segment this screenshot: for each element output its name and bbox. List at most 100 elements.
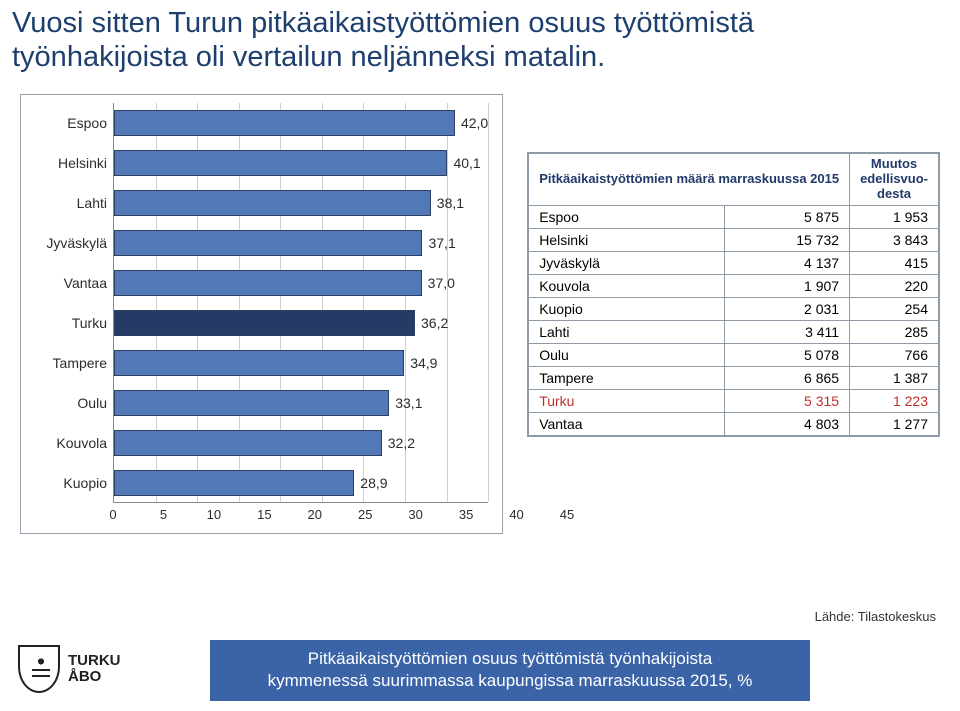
cell-delta: 415 bbox=[850, 252, 939, 275]
footer: Lähde: Tilastokeskus TURKU ÅBO Pitkäaika… bbox=[0, 601, 960, 711]
content-row: EspooHelsinkiLahtiJyväskyläVantaaTurkuTa… bbox=[0, 84, 960, 534]
turku-crest-icon bbox=[18, 645, 60, 693]
chart-plot-area: 42,0 40,1 38,1 37,1 37,0 36,2 34,933,132,2 28,9 bbox=[113, 103, 488, 503]
cell-city: Espoo bbox=[529, 206, 725, 229]
bar bbox=[114, 110, 455, 136]
chart-y-label: Kouvola bbox=[35, 423, 107, 463]
cell-count: 4 803 bbox=[724, 413, 849, 436]
bar bbox=[114, 390, 389, 416]
x-tick-label: 25 bbox=[358, 507, 372, 522]
bar-row: 33,1 bbox=[114, 383, 488, 423]
cell-city: Helsinki bbox=[529, 229, 725, 252]
bar-value-label: 38,1 bbox=[437, 195, 464, 211]
x-tick-label: 0 bbox=[109, 507, 116, 522]
bar-row: 37,1 bbox=[114, 223, 488, 263]
x-tick-label: 40 bbox=[509, 507, 523, 522]
banner-line-2: kymmenessä suurimmassa kaupungissa marra… bbox=[268, 671, 753, 690]
bar bbox=[114, 310, 415, 336]
cell-count: 6 865 bbox=[724, 367, 849, 390]
cell-count: 1 907 bbox=[724, 275, 849, 298]
bar-value-label: 28,9 bbox=[360, 475, 387, 491]
turku-logo: TURKU ÅBO bbox=[18, 645, 121, 693]
bar bbox=[114, 230, 422, 256]
x-tick-label: 30 bbox=[408, 507, 422, 522]
table-header-count: Pitkäaikaistyöttömien määrä marraskuussa… bbox=[529, 154, 850, 206]
table-header-delta-l2: edellisvuo- bbox=[860, 171, 928, 186]
table-row: Kuopio2 031254 bbox=[529, 298, 939, 321]
cell-delta: 766 bbox=[850, 344, 939, 367]
title-line-2: työnhakijoista oli vertailun neljänneksi… bbox=[12, 40, 948, 74]
bar bbox=[114, 150, 447, 176]
chart-y-label: Helsinki bbox=[35, 143, 107, 183]
chart-x-axis: 051015202530354045 bbox=[35, 503, 488, 525]
cell-count: 4 137 bbox=[724, 252, 849, 275]
x-tick-label: 5 bbox=[160, 507, 167, 522]
bar-value-label: 42,0 bbox=[461, 115, 488, 131]
source-label: Lähde: Tilastokeskus bbox=[815, 609, 936, 624]
data-table: Pitkäaikaistyöttömien määrä marraskuussa… bbox=[528, 153, 939, 436]
bar-row: 32,2 bbox=[114, 423, 488, 463]
bar-row: 37,0 bbox=[114, 263, 488, 303]
cell-city: Jyväskylä bbox=[529, 252, 725, 275]
chart-y-label: Tampere bbox=[35, 343, 107, 383]
table-header-delta-l1: Muutos bbox=[871, 156, 917, 171]
table-body: Espoo5 8751 953Helsinki15 7323 843Jyväsk… bbox=[529, 206, 939, 436]
cell-city: Turku bbox=[529, 390, 725, 413]
cell-city: Kouvola bbox=[529, 275, 725, 298]
title-line-1: Vuosi sitten Turun pitkäaikaistyöttömien… bbox=[12, 6, 948, 40]
bar-row: 34,9 bbox=[114, 343, 488, 383]
chart-y-label: Oulu bbox=[35, 383, 107, 423]
cell-count: 5 315 bbox=[724, 390, 849, 413]
bar-row: 28,9 bbox=[114, 463, 488, 503]
logo-text: TURKU ÅBO bbox=[68, 653, 121, 685]
cell-delta: 1 277 bbox=[850, 413, 939, 436]
cell-delta: 285 bbox=[850, 321, 939, 344]
bar-value-label: 37,0 bbox=[428, 275, 455, 291]
table-row: Jyväskylä4 137415 bbox=[529, 252, 939, 275]
cell-delta: 1 223 bbox=[850, 390, 939, 413]
bar bbox=[114, 190, 431, 216]
gridline bbox=[488, 103, 489, 502]
x-tick-label: 15 bbox=[257, 507, 271, 522]
cell-count: 5 875 bbox=[724, 206, 849, 229]
cell-count: 5 078 bbox=[724, 344, 849, 367]
table-row: Lahti3 411285 bbox=[529, 321, 939, 344]
chart-y-label: Jyväskylä bbox=[35, 223, 107, 263]
chart-body: EspooHelsinkiLahtiJyväskyläVantaaTurkuTa… bbox=[35, 103, 488, 503]
x-tick-label: 20 bbox=[308, 507, 322, 522]
logo-text-1: TURKU bbox=[68, 652, 121, 669]
table-row: Vantaa4 8031 277 bbox=[529, 413, 939, 436]
cell-delta: 3 843 bbox=[850, 229, 939, 252]
cell-city: Tampere bbox=[529, 367, 725, 390]
table-row: Helsinki15 7323 843 bbox=[529, 229, 939, 252]
cell-delta: 254 bbox=[850, 298, 939, 321]
cell-count: 2 031 bbox=[724, 298, 849, 321]
bar bbox=[114, 430, 382, 456]
table-header-delta: Muutos edellisvuo- desta bbox=[850, 154, 939, 206]
cell-delta: 1 953 bbox=[850, 206, 939, 229]
bar-row: 36,2 bbox=[114, 303, 488, 343]
banner-line-1: Pitkäaikaistyöttömien osuus työttömistä … bbox=[308, 649, 712, 668]
bar-row: 40,1 bbox=[114, 143, 488, 183]
logo-text-2: ÅBO bbox=[68, 668, 101, 685]
bar bbox=[114, 470, 354, 496]
chart-y-label: Lahti bbox=[35, 183, 107, 223]
table-row: Oulu5 078766 bbox=[529, 344, 939, 367]
footer-banner: Pitkäaikaistyöttömien osuus työttömistä … bbox=[210, 640, 810, 701]
bar bbox=[114, 270, 422, 296]
x-tick-label: 45 bbox=[560, 507, 574, 522]
cell-city: Oulu bbox=[529, 344, 725, 367]
chart-y-label: Vantaa bbox=[35, 263, 107, 303]
table-header-count-text: Pitkäaikaistyöttömien määrä marraskuussa… bbox=[539, 171, 839, 186]
cell-delta: 220 bbox=[850, 275, 939, 298]
bar-value-label: 36,2 bbox=[421, 315, 448, 331]
bar-value-label: 37,1 bbox=[428, 235, 455, 251]
bar-value-label: 40,1 bbox=[453, 155, 480, 171]
cell-city: Kuopio bbox=[529, 298, 725, 321]
cell-delta: 1 387 bbox=[850, 367, 939, 390]
table-row: Kouvola1 907220 bbox=[529, 275, 939, 298]
cell-count: 3 411 bbox=[724, 321, 849, 344]
table-header-row: Pitkäaikaistyöttömien määrä marraskuussa… bbox=[529, 154, 939, 206]
cell-city: Vantaa bbox=[529, 413, 725, 436]
bar-row: 42,0 bbox=[114, 103, 488, 143]
